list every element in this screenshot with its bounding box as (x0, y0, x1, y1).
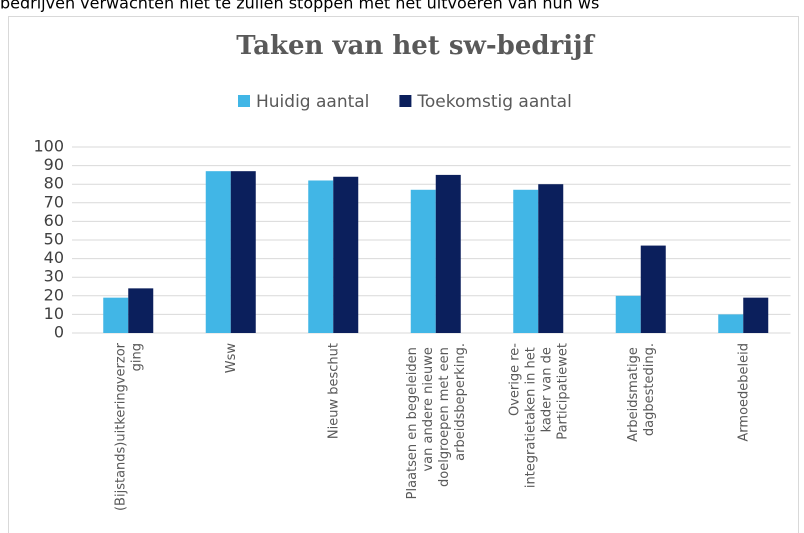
bar (743, 297, 769, 333)
bar (615, 295, 641, 333)
y-tick-label: 90 (44, 155, 64, 174)
y-tick-label: 80 (44, 174, 64, 193)
x-tick-label: Plaatsen en begeleiden van andere nieuwe… (404, 343, 467, 499)
bar (128, 288, 154, 333)
y-tick-label: 0 (54, 323, 64, 342)
bar (103, 297, 129, 333)
x-tick-label: Armoedebeleid (736, 343, 751, 442)
y-tick-label: 20 (44, 285, 64, 304)
legend-label: Toekomstig aantal (416, 92, 571, 112)
bar (538, 184, 564, 333)
legend-swatch (238, 95, 250, 107)
x-tick-label: Overige re-integratietaken in het kader … (507, 343, 570, 488)
x-tick-label: Arbeidsmatige dagbesteding. (625, 343, 656, 442)
legend-swatch (399, 95, 412, 107)
y-tick-label: 70 (44, 192, 64, 211)
context-text: bedrijven verwachten niet te zullen stop… (0, 0, 599, 13)
y-tick-label: 60 (44, 211, 64, 230)
x-tick-label: Nieuw beschut (326, 343, 341, 439)
x-tick-label: (Bijstands)uitkeringverzorging (113, 342, 144, 511)
bar (230, 171, 256, 333)
y-tick-label: 100 (33, 137, 64, 156)
bar (333, 176, 359, 333)
y-tick-label: 50 (44, 230, 64, 249)
y-tick-label: 40 (44, 248, 64, 267)
y-tick-label: 30 (44, 267, 64, 286)
chart-title: Taken van het sw-bedrijf (236, 31, 595, 61)
x-tick-label: Wsw (223, 343, 238, 374)
bar (205, 171, 231, 333)
bar (435, 174, 461, 333)
legend-label: Huidig aantal (256, 92, 369, 112)
bar (640, 245, 666, 333)
bar (308, 180, 334, 333)
bar (513, 189, 539, 333)
y-tick-label: 10 (44, 304, 64, 323)
bar (718, 314, 744, 333)
bar (410, 189, 436, 333)
